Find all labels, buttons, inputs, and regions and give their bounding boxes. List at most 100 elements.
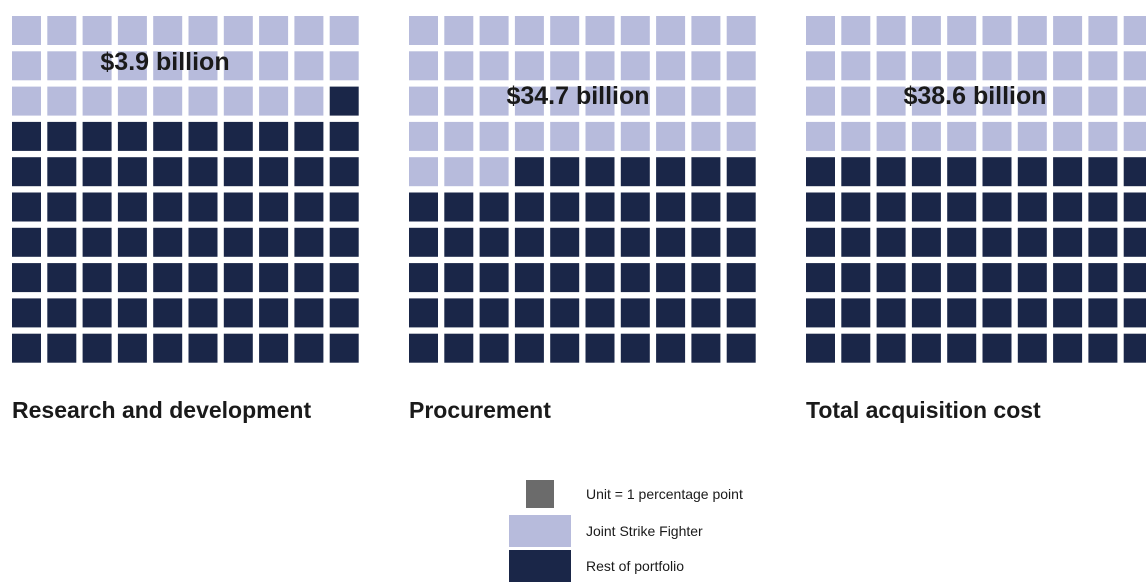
waffle-cell-jsf: [947, 51, 977, 81]
waffle-cell-rest: [726, 263, 756, 293]
waffle-cell-jsf: [188, 86, 218, 116]
waffle-cell-jsf: [947, 121, 977, 151]
waffle-cell-rest: [47, 192, 77, 222]
waffle-cell-jsf: [1123, 121, 1146, 151]
waffle-cell-jsf: [12, 86, 41, 116]
waffle-cell-rest: [514, 157, 544, 187]
waffle-cell-rest: [479, 192, 509, 222]
waffle-cell-rest: [188, 157, 218, 187]
waffle-cell-jsf: [620, 86, 650, 116]
legend-item-label: Joint Strike Fighter: [586, 523, 703, 539]
waffle-cell-rest: [12, 192, 41, 222]
waffle-cell-jsf: [514, 51, 544, 81]
waffle-cell-rest: [514, 333, 544, 363]
waffle-cell-rest: [444, 192, 474, 222]
waffle-cell-rest: [550, 333, 580, 363]
waffle-cell-jsf: [876, 16, 906, 45]
waffle-cell-rest: [444, 298, 474, 328]
waffle-cell-rest: [656, 333, 686, 363]
waffle-cell-jsf: [1123, 51, 1146, 81]
panel-title: Research and development: [12, 397, 311, 423]
legend: Unit = 1 percentage point Joint Strike Fi…: [509, 480, 743, 582]
waffle-cell-jsf: [294, 51, 324, 81]
waffle-cell-jsf: [409, 51, 438, 81]
waffle-cell-rest: [876, 333, 906, 363]
waffle-cell-rest: [153, 157, 183, 187]
waffle-cell-jsf: [259, 16, 289, 45]
waffle-cell-jsf: [409, 157, 438, 187]
waffle-cell-rest: [47, 227, 77, 257]
waffle-cell-jsf: [1053, 121, 1083, 151]
waffle-panel: $38.6 billion Total acquisition cost: [806, 16, 1146, 423]
waffle-cell-rest: [911, 192, 941, 222]
waffle-cell-rest: [1088, 263, 1118, 293]
waffle-cell-jsf: [479, 86, 509, 116]
waffle-cell-rest: [1088, 227, 1118, 257]
waffle-cell-rest: [223, 298, 253, 328]
waffle-cell-rest: [726, 333, 756, 363]
waffle-cell-jsf: [514, 86, 544, 116]
waffle-cell-rest: [620, 333, 650, 363]
waffle-cell-jsf: [259, 51, 289, 81]
waffle-cell-jsf: [117, 51, 147, 81]
waffle-cell-rest: [841, 157, 871, 187]
waffle-cell-jsf: [1053, 51, 1083, 81]
waffle-cell-rest: [1053, 333, 1083, 363]
waffle-cell-jsf: [726, 121, 756, 151]
waffle-cell-rest: [982, 263, 1012, 293]
waffle-cell-rest: [153, 333, 183, 363]
waffle-cell-rest: [514, 192, 544, 222]
waffle-cell-jsf: [1088, 86, 1118, 116]
waffle-cell-rest: [1123, 298, 1146, 328]
waffle-cell-jsf: [153, 51, 183, 81]
waffle-cell-rest: [117, 333, 147, 363]
waffle-cell-rest: [656, 227, 686, 257]
waffle-cell-jsf: [82, 16, 112, 45]
waffle-cell-jsf: [1017, 16, 1047, 45]
waffle-cell-jsf: [12, 16, 41, 45]
waffle-cell-rest: [550, 192, 580, 222]
waffle-cell-rest: [259, 157, 289, 187]
waffle-cell-jsf: [726, 86, 756, 116]
waffle-cell-jsf: [691, 121, 721, 151]
waffle-cell-rest: [1053, 227, 1083, 257]
waffle-cell-rest: [82, 227, 112, 257]
waffle-cell-rest: [514, 298, 544, 328]
waffle-cell-rest: [409, 227, 438, 257]
waffle-cell-jsf: [806, 51, 835, 81]
waffle-cell-rest: [329, 333, 359, 363]
waffle-cell-jsf: [841, 121, 871, 151]
waffle-cell-jsf: [550, 86, 580, 116]
waffle-cell-rest: [806, 333, 835, 363]
waffle-cell-rest: [726, 157, 756, 187]
waffle-cell-rest: [620, 263, 650, 293]
waffle-cell-rest: [841, 263, 871, 293]
waffle-cell-rest: [1088, 333, 1118, 363]
waffle-cell-rest: [188, 298, 218, 328]
waffle-cell-jsf: [188, 51, 218, 81]
waffle-cell-jsf: [153, 16, 183, 45]
waffle-cell-rest: [294, 192, 324, 222]
waffle-cell-rest: [82, 298, 112, 328]
waffle-panels: $3.9 billion Research and development $34.…: [12, 16, 1146, 423]
waffle-cell-rest: [911, 157, 941, 187]
waffle-cell-rest: [117, 298, 147, 328]
waffle-cell-rest: [656, 263, 686, 293]
waffle-cell-jsf: [911, 16, 941, 45]
waffle-cell-rest: [259, 192, 289, 222]
waffle-cell-jsf: [876, 51, 906, 81]
waffle-cell-rest: [841, 298, 871, 328]
waffle-cell-rest: [294, 157, 324, 187]
waffle-cell-rest: [444, 263, 474, 293]
waffle-cell-jsf: [188, 16, 218, 45]
waffle-cell-rest: [806, 263, 835, 293]
waffle-cell-jsf: [1053, 16, 1083, 45]
waffle-cell-jsf: [806, 121, 835, 151]
waffle-cell-rest: [409, 192, 438, 222]
waffle-cell-jsf: [329, 51, 359, 81]
waffle-cell-rest: [117, 263, 147, 293]
waffle-cell-jsf: [911, 51, 941, 81]
waffle-cell-rest: [982, 298, 1012, 328]
waffle-cell-jsf: [444, 157, 474, 187]
waffle-cell-rest: [329, 227, 359, 257]
